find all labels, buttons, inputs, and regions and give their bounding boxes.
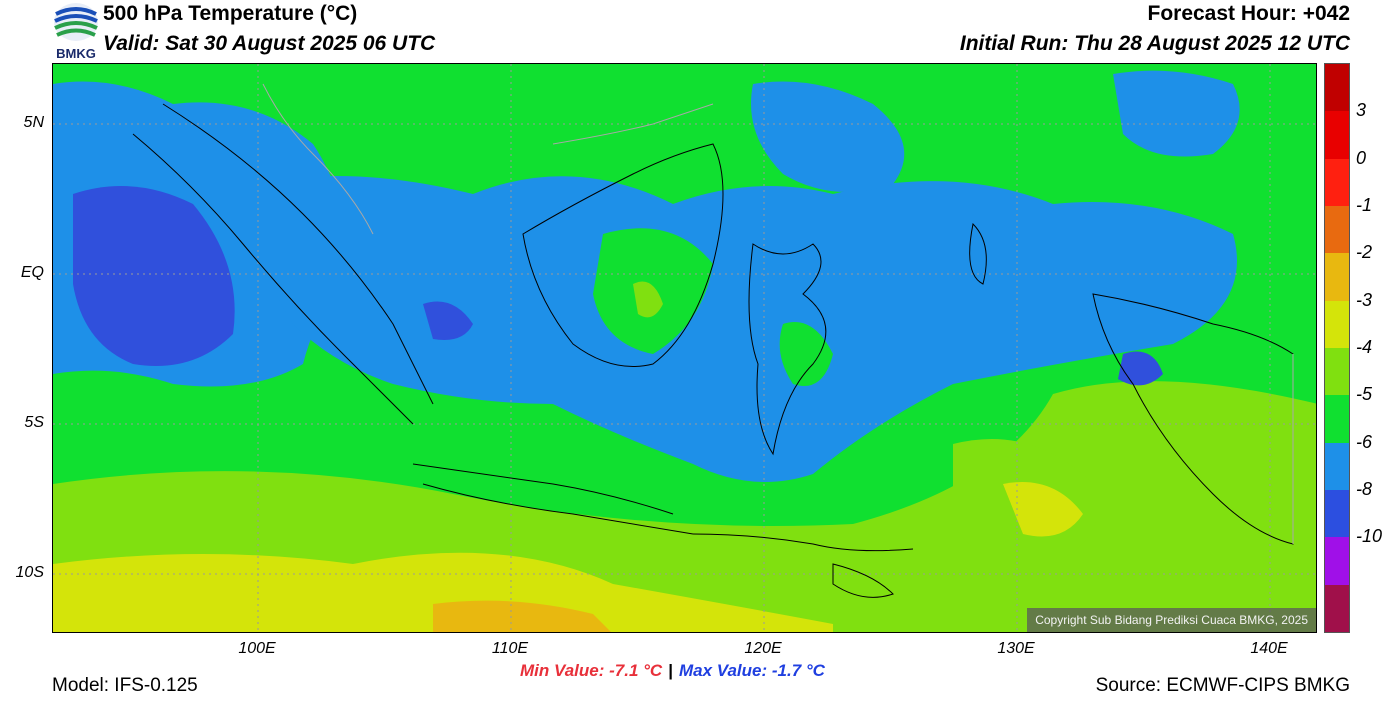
colorbar-label: -8 (1356, 479, 1373, 499)
temperature-map[interactable]: Copyright Sub Bidang Prediksi Cuaca BMKG… (52, 63, 1317, 633)
max-value: Max Value: -1.7 °C (678, 661, 825, 680)
coast-sumatra-east (162, 103, 434, 405)
lat-label-10s: 10S (15, 564, 44, 581)
field-deep-blue-patch-east (1118, 351, 1163, 386)
lon-label-130e: 130E (997, 640, 1035, 657)
lon-label-140e: 140E (1250, 640, 1288, 657)
colorbar-label: -4 (1356, 337, 1373, 357)
colorbar-segment (1325, 205, 1349, 254)
copyright-notice: Copyright Sub Bidang Prediksi Cuaca BMKG… (1027, 608, 1316, 632)
colorbar-segment (1325, 442, 1349, 490)
coast-nusa-tenggara (692, 533, 914, 552)
colorbar-segment (1325, 584, 1349, 632)
coast-timor (832, 563, 894, 598)
field-blue-north (751, 81, 905, 192)
bmkg-logo: BMKG (52, 2, 100, 61)
min-max-values: Min Value: -7.1 °C | Max Value: -1.7 °C (520, 661, 825, 681)
colorbar (1324, 63, 1350, 633)
field-yellow-east (1003, 482, 1083, 537)
colorbar-label: -2 (1356, 242, 1373, 263)
lon-label-120e: 120E (744, 640, 782, 657)
coast-java-north (412, 463, 674, 515)
lat-label-5n: 5N (23, 114, 44, 131)
borders (262, 83, 1294, 544)
field-deep-blue-west (73, 186, 235, 366)
colorbar-segment (1325, 111, 1349, 159)
map-graticule (53, 64, 1316, 632)
lat-label-eq: EQ (20, 264, 44, 281)
map-canvas (53, 64, 1316, 632)
colorbar-segment (1325, 347, 1349, 396)
coast-sumatra-west (132, 133, 414, 425)
colorbar-label: 0 (1356, 147, 1367, 168)
field-blue-central (253, 176, 1237, 482)
initial-run: Initial Run: Thu 28 August 2025 12 UTC (959, 32, 1350, 55)
colorbar-segment (1325, 253, 1349, 301)
field-blue-ne (1113, 70, 1240, 157)
forecast-hour: Forecast Hour: +042 (1147, 2, 1351, 25)
lon-label-100e: 100E (238, 640, 276, 657)
lon-label-110e: 110E (491, 640, 529, 657)
colorbar-label: -5 (1356, 384, 1373, 405)
colorbar-segment (1325, 537, 1349, 585)
field-orange-south (433, 600, 611, 632)
chart-title: 500 hPa Temperature (°C) (103, 2, 358, 25)
colorbar-segment (1325, 489, 1349, 538)
field-deep-blue-patch (423, 301, 473, 340)
lat-label-5s: 5S (24, 414, 44, 431)
colorbar-label: -10 (1356, 526, 1383, 547)
coast-borneo (522, 143, 724, 367)
colorbar-segment (1325, 395, 1349, 443)
colorbar-segment (1325, 158, 1349, 206)
valid-time: Valid: Sat 30 August 2025 06 UTC (103, 32, 436, 55)
source-label: Source: ECMWF-CIPS BMKG (1095, 675, 1350, 696)
coastlines (132, 103, 1294, 598)
border-malaysia (262, 83, 374, 235)
field-yellow-south (53, 552, 833, 632)
coast-papua (1092, 293, 1294, 545)
field-light-green-borneo (633, 281, 663, 318)
coast-java-south (422, 483, 694, 535)
separator: | (668, 661, 673, 680)
border-borneo-north (552, 103, 714, 145)
colorbar-segment (1325, 64, 1349, 112)
colorbar-label: -6 (1356, 431, 1373, 452)
colorbar-label: -3 (1356, 289, 1373, 310)
coast-halmahera (969, 222, 987, 285)
colorbar-label: 3 (1356, 100, 1367, 121)
colorbar-label: -1 (1356, 195, 1373, 215)
colorbar-segment (1325, 300, 1349, 348)
min-value: Min Value: -7.1 °C (520, 661, 663, 680)
coast-sulawesi (748, 243, 827, 456)
logo-text: BMKG (56, 46, 96, 60)
field-green-sulawesi (779, 322, 833, 386)
model-label: Model: IFS-0.125 (52, 675, 198, 696)
